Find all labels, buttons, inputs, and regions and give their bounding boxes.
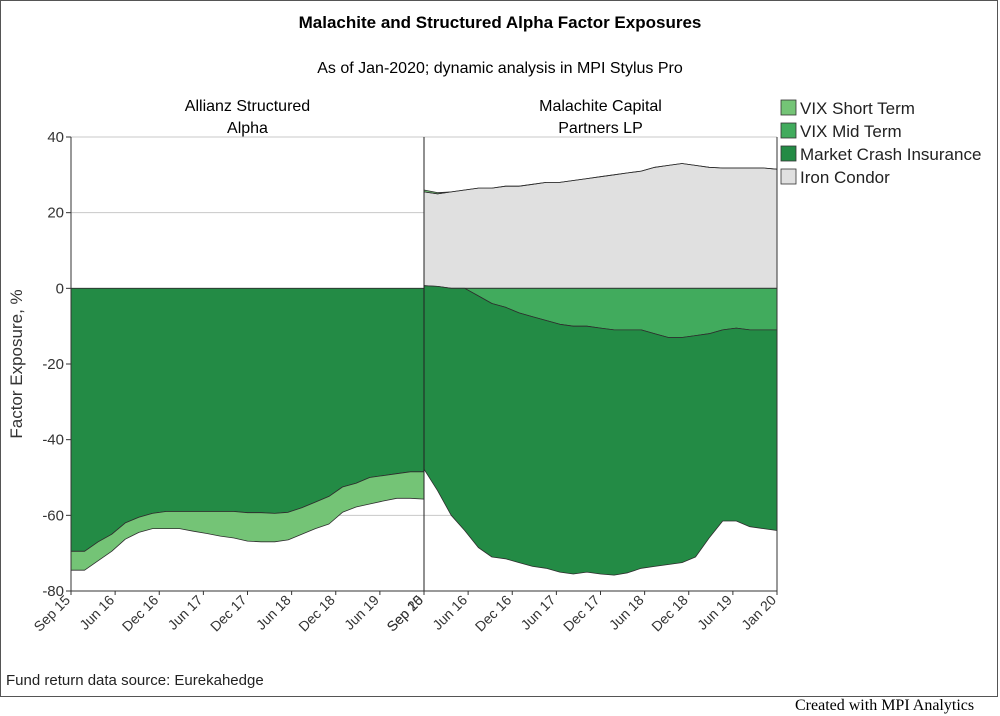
chart-frame	[0, 0, 998, 697]
legend-swatch	[780, 122, 797, 139]
panel-title: Malachite Capital	[539, 98, 662, 115]
legend-label: VIX Short Term	[800, 99, 915, 118]
plot-area: 40 20 0 -20 -40 -60 -80 Allianz Structured Alpha…	[30, 98, 779, 634]
x-tick-label: Jun 16	[429, 592, 470, 633]
panel-title: Partners LP	[558, 120, 642, 137]
legend-swatch	[780, 168, 797, 185]
x-tick-label: Jun 18	[253, 592, 294, 633]
y-tick-label: 40	[47, 129, 64, 146]
panel-title: Allianz Structured	[185, 98, 310, 115]
legend-swatch	[780, 145, 797, 162]
x-tick-label: Dec 16	[119, 592, 162, 635]
x-tick-label: Dec 17	[560, 592, 603, 635]
y-tick-label: 0	[56, 280, 64, 297]
x-tick-label: Dec 18	[648, 592, 691, 635]
y-axis-label: Factor Exposure, %	[7, 289, 26, 438]
x-tick-label: Sep 15	[383, 592, 426, 635]
x-tick-label: Dec 16	[472, 592, 515, 635]
legend-label: Market Crash Insurance	[800, 145, 981, 164]
credit-text: Created with MPI Analytics	[795, 697, 975, 714]
y-tick-label: 20	[47, 205, 64, 222]
x-tick-label: Jun 16	[76, 592, 117, 633]
x-tick-label: Jun 18	[606, 592, 647, 633]
x-tick-label: Jun 19	[341, 592, 382, 633]
area-market-crash-insurance	[70, 287, 425, 552]
area-iron-condor	[423, 163, 778, 289]
y-tick-label: -40	[42, 432, 64, 449]
y-tick-label: -20	[42, 356, 64, 373]
legend-label: Iron Condor	[800, 168, 890, 187]
x-tick-label: Jun 17	[164, 592, 205, 633]
x-tick-label: Jun 19	[694, 592, 735, 633]
x-tick-label: Jun 17	[517, 592, 558, 633]
y-tick-label: -80	[42, 583, 64, 600]
legend: VIX Short Term VIX Mid Term Market Crash I…	[780, 99, 981, 187]
x-tick-label: Dec 17	[207, 592, 250, 635]
source-note: Fund return data source: Eurekahedge	[6, 672, 264, 689]
y-tick-label: -60	[42, 507, 64, 524]
legend-label: VIX Mid Term	[800, 122, 902, 141]
x-tick-label: Jan 20	[738, 592, 779, 633]
panel-title: Alpha	[227, 120, 268, 137]
area-vix-short-term	[423, 163, 778, 195]
legend-swatch	[780, 99, 797, 116]
chart-title: Malachite and Structured Alpha Factor Ex…	[299, 13, 702, 32]
x-tick-label: Dec 18	[295, 592, 338, 635]
chart-subtitle: As of Jan-2020; dynamic analysis in MPI …	[317, 60, 683, 77]
